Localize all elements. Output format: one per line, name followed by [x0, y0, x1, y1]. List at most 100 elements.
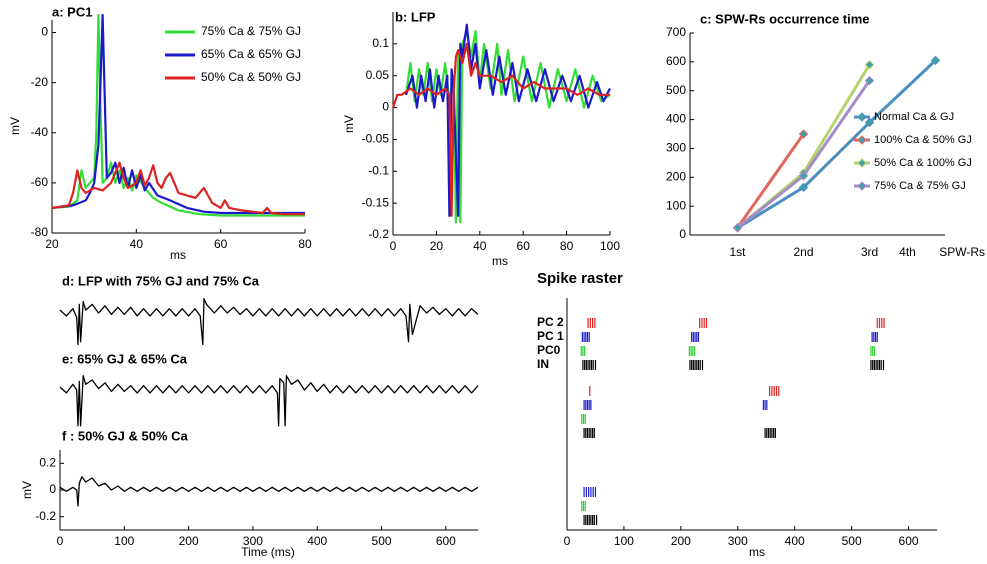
- y-axis-label: mV: [8, 117, 22, 135]
- x-tick-label: 500: [372, 534, 392, 548]
- panel-title: f : 50% GJ & 50% Ca: [62, 428, 188, 443]
- series-line: [736, 133, 805, 229]
- x-tick-label: 0: [390, 239, 397, 253]
- point-marker: [732, 223, 743, 233]
- legend-marker: [857, 158, 867, 168]
- x-tick-label: 80: [560, 239, 574, 253]
- x-tick-label: 80: [298, 237, 312, 251]
- point-marker: [798, 171, 809, 181]
- legend-marker: [857, 135, 867, 145]
- x-axis-label: Time (ms): [241, 545, 295, 559]
- x-tick-label: 20: [430, 239, 444, 253]
- x-tick-label: 1st: [730, 245, 747, 259]
- x-tick-label: 4th: [899, 245, 916, 259]
- x-tick-label: 3rd: [861, 245, 878, 259]
- x-tick-label: 100: [600, 239, 620, 253]
- y-tick-label: 600: [666, 54, 686, 68]
- y-tick-label: 0.1: [372, 36, 389, 50]
- series-line: [59, 476, 479, 507]
- y-axis-label: mV: [20, 481, 34, 499]
- x-axis-label: ms: [170, 248, 186, 262]
- x-tick-label: 40: [473, 239, 487, 253]
- y-tick-label: -0.2: [35, 509, 56, 523]
- row-label: IN: [537, 357, 549, 371]
- point-marker: [864, 75, 875, 86]
- y-tick-label: 100: [666, 198, 686, 212]
- x-tick-label: 2nd: [794, 245, 814, 259]
- legend-label: 75% Ca & 75% GJ: [201, 24, 301, 38]
- y-tick-label: 0: [41, 25, 48, 39]
- y-tick-label: 300: [666, 141, 686, 155]
- point-marker: [798, 129, 809, 139]
- y-tick-label: 200: [666, 169, 686, 183]
- x-tick-label: 20: [45, 237, 59, 251]
- x-tick-label: 400: [307, 534, 327, 548]
- y-tick-label: 0: [49, 482, 56, 496]
- series-line: [51, 161, 305, 216]
- y-tick-label: 400: [666, 112, 686, 126]
- series-line: [736, 79, 871, 229]
- point-marker: [864, 60, 875, 70]
- series-line: [404, 23, 611, 217]
- row-label: PC0: [537, 343, 561, 357]
- y-tick-label: -0.15: [362, 195, 390, 209]
- y-tick-label: 500: [666, 83, 686, 97]
- series-line: [59, 375, 479, 427]
- legend-marker: [857, 181, 867, 191]
- legend-marker: [857, 112, 867, 122]
- series-line: [51, 13, 305, 215]
- x-tick-label: 300: [728, 534, 748, 548]
- x-tick-label: 200: [671, 534, 691, 548]
- panel-title: Spike raster: [537, 270, 623, 287]
- y-tick-label: -20: [31, 75, 49, 89]
- x-tick-label: 400: [785, 534, 805, 548]
- series-line: [736, 59, 937, 230]
- x-tick-label: 600: [899, 534, 919, 548]
- legend-label: 65% Ca & 65% GJ: [201, 47, 301, 61]
- x-axis-label: ms: [749, 545, 765, 559]
- legend-label: 50% Ca & 100% GJ: [874, 157, 972, 169]
- y-tick-label: 0: [382, 100, 389, 114]
- y-tick-label: -60: [31, 175, 49, 189]
- y-axis-label: mV: [342, 115, 356, 133]
- x-tick-label: 60: [214, 237, 228, 251]
- x-axis-label: ms: [492, 254, 508, 268]
- y-tick-label: -0.1: [368, 163, 389, 177]
- x-tick-label: 200: [179, 534, 199, 548]
- x-tick-label: 500: [842, 534, 862, 548]
- y-tick-label: -0.2: [368, 227, 389, 241]
- legend-label: 50% Ca & 50% GJ: [201, 70, 301, 84]
- point-marker: [798, 182, 809, 193]
- point-marker: [930, 55, 941, 66]
- series-line: [51, 13, 305, 217]
- series-line: [59, 298, 479, 346]
- row-label: PC 2: [537, 315, 564, 329]
- x-tick-label: 0: [57, 534, 64, 548]
- panel-title: e: 65% GJ & 65% Ca: [62, 351, 188, 366]
- x-tick-label: 60: [517, 239, 531, 253]
- panel-title: d: LFP with 75% GJ and 75% Ca: [62, 273, 260, 288]
- y-tick-label: -40: [31, 125, 49, 139]
- legend-label: 100% Ca & 50% GJ: [874, 134, 972, 146]
- panel-title: c: SPW-Rs occurrence time: [700, 11, 870, 26]
- x-tick-label: 0: [564, 534, 571, 548]
- y-tick-label: 0.05: [366, 68, 390, 82]
- x-axis-label: SPW-Rs: [939, 245, 985, 259]
- row-label: PC 1: [537, 329, 564, 343]
- panel-title: b: LFP: [395, 9, 436, 24]
- y-tick-label: 0.2: [39, 456, 56, 470]
- legend-label: 75% Ca & 75% GJ: [874, 180, 966, 192]
- series-line: [404, 30, 611, 224]
- series-line: [391, 42, 610, 217]
- point-marker: [864, 117, 875, 128]
- series-line: [736, 63, 871, 229]
- x-tick-label: 600: [436, 534, 456, 548]
- y-tick-label: 0: [679, 227, 686, 241]
- legend-label: Normal Ca & GJ: [874, 111, 954, 123]
- x-tick-label: 300: [243, 534, 263, 548]
- y-tick-label: 700: [666, 25, 686, 39]
- x-tick-label: 100: [114, 534, 134, 548]
- x-tick-label: 100: [614, 534, 634, 548]
- y-tick-label: -80: [31, 225, 49, 239]
